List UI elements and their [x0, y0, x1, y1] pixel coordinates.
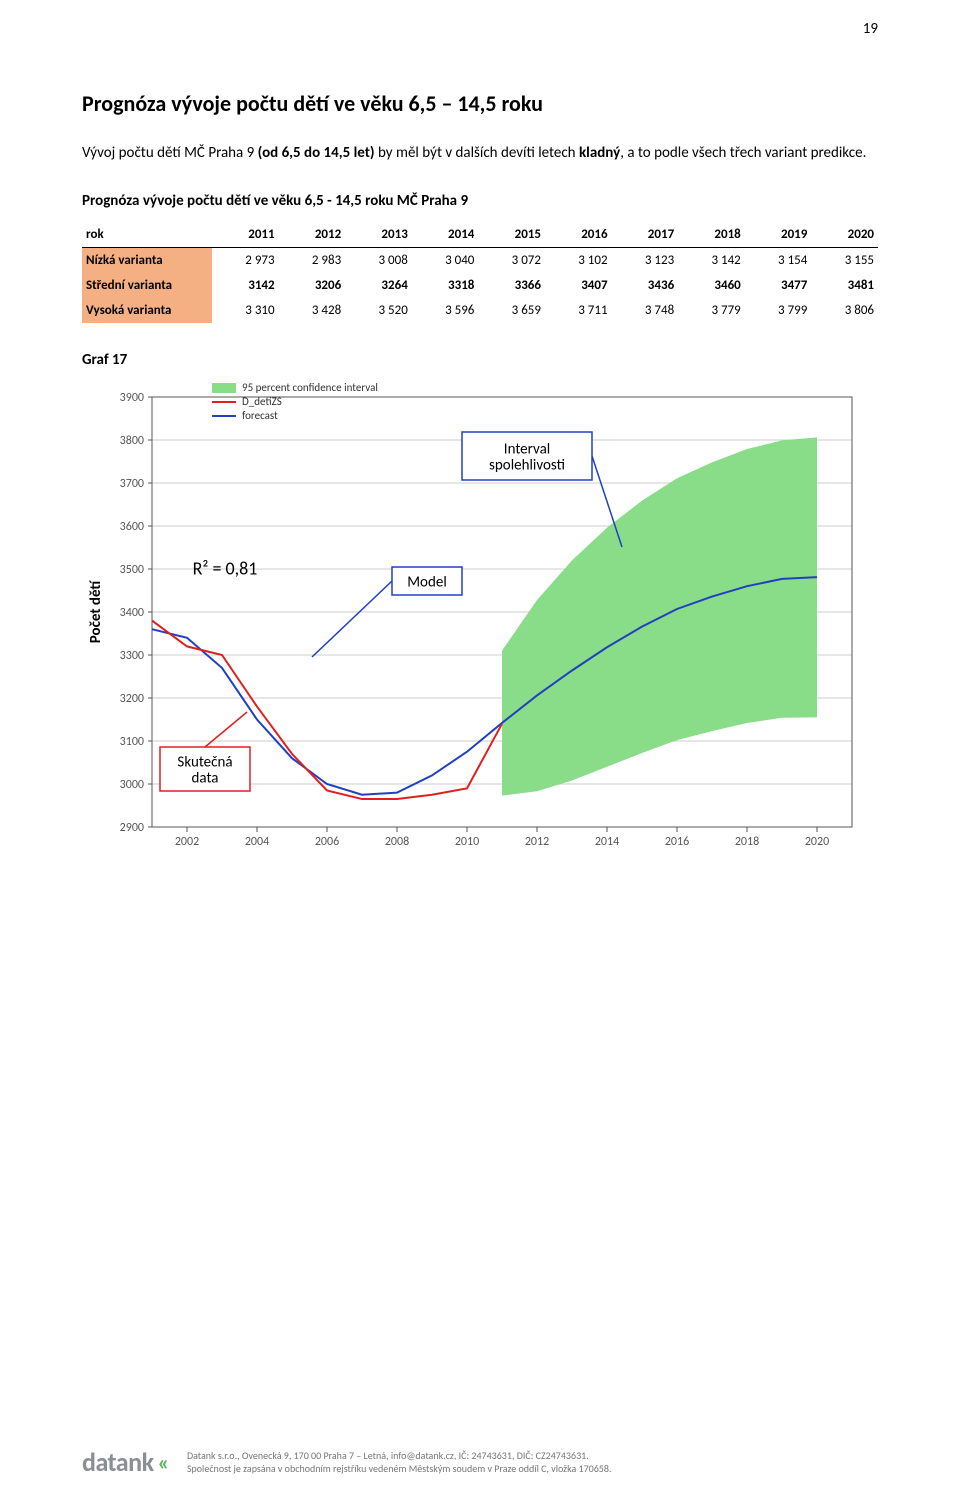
datank-logo: datank « [82, 1446, 169, 1478]
svg-text:D_detiZS: D_detiZS [242, 395, 282, 408]
data-cell: 3 779 [678, 298, 745, 323]
svg-text:3100: 3100 [120, 735, 144, 749]
svg-text:2014: 2014 [595, 835, 619, 849]
svg-text:forecast: forecast [242, 409, 278, 422]
svg-text:data: data [192, 769, 219, 787]
table-header-cell: 2014 [412, 222, 479, 248]
svg-text:2016: 2016 [665, 835, 689, 849]
table-header-cell: 2016 [545, 222, 612, 248]
data-cell: 3 008 [345, 247, 412, 273]
table-row: Nízká varianta2 9732 9833 0083 0403 0723… [82, 247, 878, 273]
page-title: Prognóza vývoje počtu dětí ve věku 6,5 –… [82, 90, 878, 117]
table-header-cell: 2012 [279, 222, 346, 248]
data-cell: 3 659 [478, 298, 545, 323]
svg-text:R² = 0,81: R² = 0,81 [193, 557, 258, 579]
data-cell: 3 154 [745, 247, 812, 273]
table-row: Střední varianta314232063264331833663407… [82, 273, 878, 298]
svg-text:2006: 2006 [315, 835, 339, 849]
data-cell: 3 799 [745, 298, 812, 323]
logo-text: datank [82, 1446, 154, 1478]
data-cell: 3481 [811, 273, 878, 298]
table-row: Vysoká varianta3 3103 4283 5203 5963 659… [82, 298, 878, 323]
svg-text:2010: 2010 [455, 835, 479, 849]
row-label: Střední varianta [82, 273, 212, 298]
svg-text:Počet dětí: Počet dětí [87, 579, 105, 643]
footer-line-2: Společnost je zapsána v obchodním rejstř… [187, 1462, 612, 1476]
table-header-cell: 2017 [612, 222, 679, 248]
data-cell: 3 711 [545, 298, 612, 323]
page-number: 19 [863, 20, 878, 38]
svg-text:95 percent confidence interval: 95 percent confidence interval [242, 381, 378, 394]
svg-text:3500: 3500 [120, 563, 144, 577]
svg-text:2900: 2900 [120, 821, 144, 835]
data-cell: 2 973 [212, 247, 279, 273]
data-cell: 3 123 [612, 247, 679, 273]
table-header-cell: 2020 [811, 222, 878, 248]
svg-text:spolehlivosti: spolehlivosti [489, 456, 565, 474]
svg-text:3700: 3700 [120, 477, 144, 491]
graph-label: Graf 17 [82, 351, 878, 369]
table-header-cell: rok [82, 222, 212, 248]
svg-text:2020: 2020 [805, 835, 829, 849]
forecast-chart: 2900 3000 3100 3200 3300 3400 3500 3600 3700 3800… [82, 377, 872, 867]
body-paragraph: Vývoj počtu dětí MČ Praha 9 (od 6,5 do 1… [82, 141, 878, 166]
footer-text: Datank s.r.o., Ovenecká 9, 170 00 Praha … [187, 1449, 612, 1476]
svg-text:2002: 2002 [175, 835, 199, 849]
svg-text:2018: 2018 [735, 835, 759, 849]
data-cell: 3206 [279, 273, 346, 298]
data-cell: 3366 [478, 273, 545, 298]
data-cell: 3 748 [612, 298, 679, 323]
data-cell: 3477 [745, 273, 812, 298]
svg-text:3000: 3000 [120, 778, 144, 792]
svg-text:3600: 3600 [120, 520, 144, 534]
data-cell: 3 428 [279, 298, 346, 323]
page-footer: datank « Datank s.r.o., Ovenecká 9, 170 … [82, 1446, 878, 1478]
svg-text:2012: 2012 [525, 835, 549, 849]
table-header-cell: 2013 [345, 222, 412, 248]
data-cell: 3460 [678, 273, 745, 298]
footer-line-1: Datank s.r.o., Ovenecká 9, 170 00 Praha … [187, 1449, 612, 1463]
table-header-cell: 2011 [212, 222, 279, 248]
data-cell: 3 520 [345, 298, 412, 323]
data-cell: 3142 [212, 273, 279, 298]
data-cell: 3 310 [212, 298, 279, 323]
svg-text:3200: 3200 [120, 692, 144, 706]
data-cell: 2 983 [279, 247, 346, 273]
data-cell: 3 040 [412, 247, 479, 273]
svg-text:2004: 2004 [245, 835, 269, 849]
data-cell: 3 155 [811, 247, 878, 273]
table-header-cell: 2019 [745, 222, 812, 248]
svg-text:3300: 3300 [120, 649, 144, 663]
data-cell: 3407 [545, 273, 612, 298]
data-cell: 3264 [345, 273, 412, 298]
data-cell: 3 102 [545, 247, 612, 273]
svg-text:3900: 3900 [120, 391, 144, 405]
row-label: Nízká varianta [82, 247, 212, 273]
data-cell: 3 806 [811, 298, 878, 323]
data-cell: 3318 [412, 273, 479, 298]
data-cell: 3436 [612, 273, 679, 298]
svg-text:3400: 3400 [120, 606, 144, 620]
data-cell: 3 596 [412, 298, 479, 323]
table-header-cell: 2015 [478, 222, 545, 248]
svg-text:3800: 3800 [120, 434, 144, 448]
table-title: Prognóza vývoje počtu dětí ve věku 6,5 -… [82, 192, 878, 210]
logo-chevron-icon: « [158, 1449, 169, 1476]
row-label: Vysoká varianta [82, 298, 212, 323]
table-header-cell: 2018 [678, 222, 745, 248]
data-cell: 3 142 [678, 247, 745, 273]
data-cell: 3 072 [478, 247, 545, 273]
svg-text:2008: 2008 [385, 835, 409, 849]
data-table: rok2011201220132014201520162017201820192… [82, 222, 878, 323]
svg-text:Model: Model [407, 573, 447, 591]
